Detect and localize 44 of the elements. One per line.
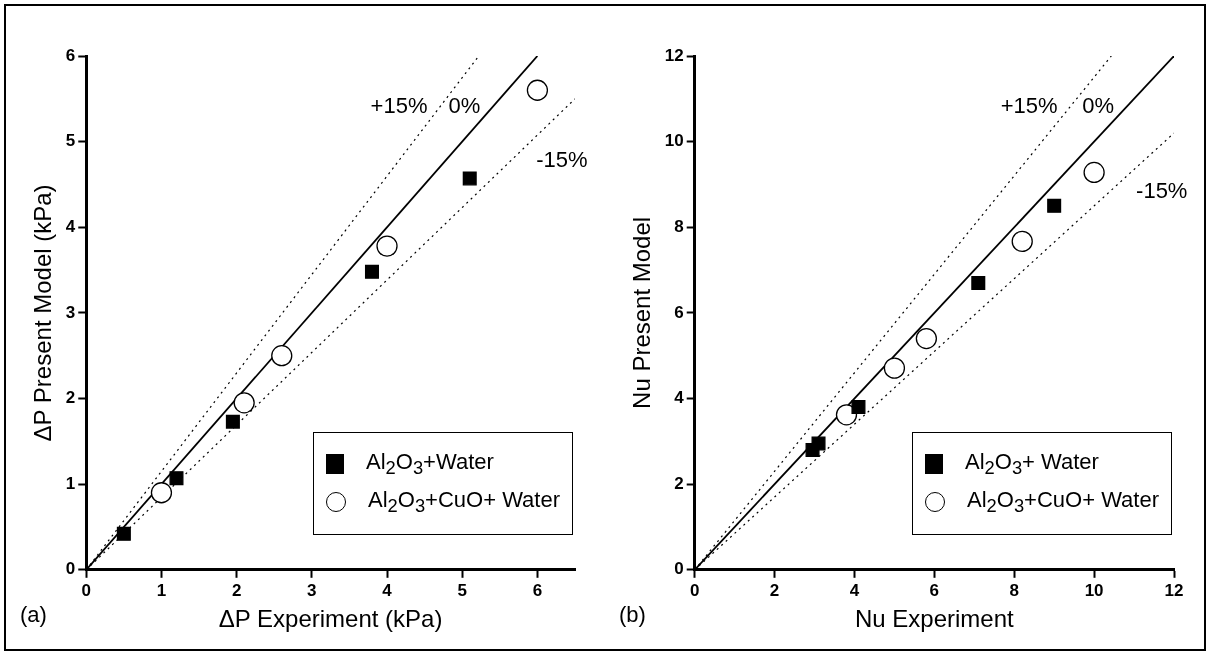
y-tick-label: 2 (65, 388, 76, 408)
y-tick-label: 0 (674, 559, 684, 579)
x-tick-label: 2 (769, 580, 780, 600)
x-tick-label: 4 (849, 580, 860, 600)
y-tick-label: 6 (674, 302, 684, 322)
y-tick-label: 2 (674, 473, 684, 493)
text: (a) (20, 602, 47, 628)
x-tick-label: 3 (307, 580, 317, 600)
series-label: -15% (1136, 177, 1188, 203)
legend-label: Al$_{2}$O$_{3}$+ Water (965, 448, 1099, 480)
x-tick-label: 2 (231, 580, 242, 600)
y-tick-label: 3 (65, 302, 76, 322)
x-tick-label: 5 (457, 580, 467, 600)
y-axis-title: ΔP Present Model (kPa) (29, 184, 57, 442)
series-label: -15% (536, 146, 588, 172)
series-label: 0% (1082, 93, 1115, 119)
text: (b) (619, 602, 646, 628)
y-tick-label: 8 (674, 216, 684, 236)
x-tick-label: 10 (1084, 580, 1104, 600)
x-tick-label: 12 (1164, 580, 1184, 600)
series-label: +15% (1000, 93, 1058, 119)
y-tick-label: 4 (65, 216, 76, 236)
y-axis-title: Nu Present Model (628, 216, 656, 409)
legend-label: Al$_{2}$O$_{3}$+CuO+ Water (967, 487, 1159, 518)
y-tick-label: 4 (674, 388, 685, 408)
legend-label: Al$_{2}$O$_{3}$+Water (366, 448, 494, 480)
y-tick-label: 12 (664, 45, 684, 65)
x-tick-label: 0 (689, 580, 700, 600)
y-tick-label: 10 (664, 131, 684, 151)
y-tick-label: 5 (65, 131, 76, 151)
series-label: 0% (448, 93, 481, 119)
x-axis-title: Nu Experiment (854, 605, 1015, 633)
y-tick-label: 0 (65, 559, 76, 579)
x-tick-label: 1 (156, 580, 167, 600)
legend-label: Al$_{2}$O$_{3}$+CuO+ Water (368, 487, 560, 518)
x-tick-label: 6 (929, 580, 940, 600)
series-label: +15% (370, 93, 428, 119)
x-tick-label: 8 (1009, 580, 1019, 600)
x-tick-label: 4 (382, 580, 393, 600)
y-tick-label: 1 (65, 473, 76, 493)
x-axis-title: ΔP Experiment (kPa) (218, 605, 443, 633)
x-tick-label: 6 (532, 580, 543, 600)
y-tick-label: 6 (65, 45, 76, 65)
x-tick-label: 0 (81, 580, 91, 600)
